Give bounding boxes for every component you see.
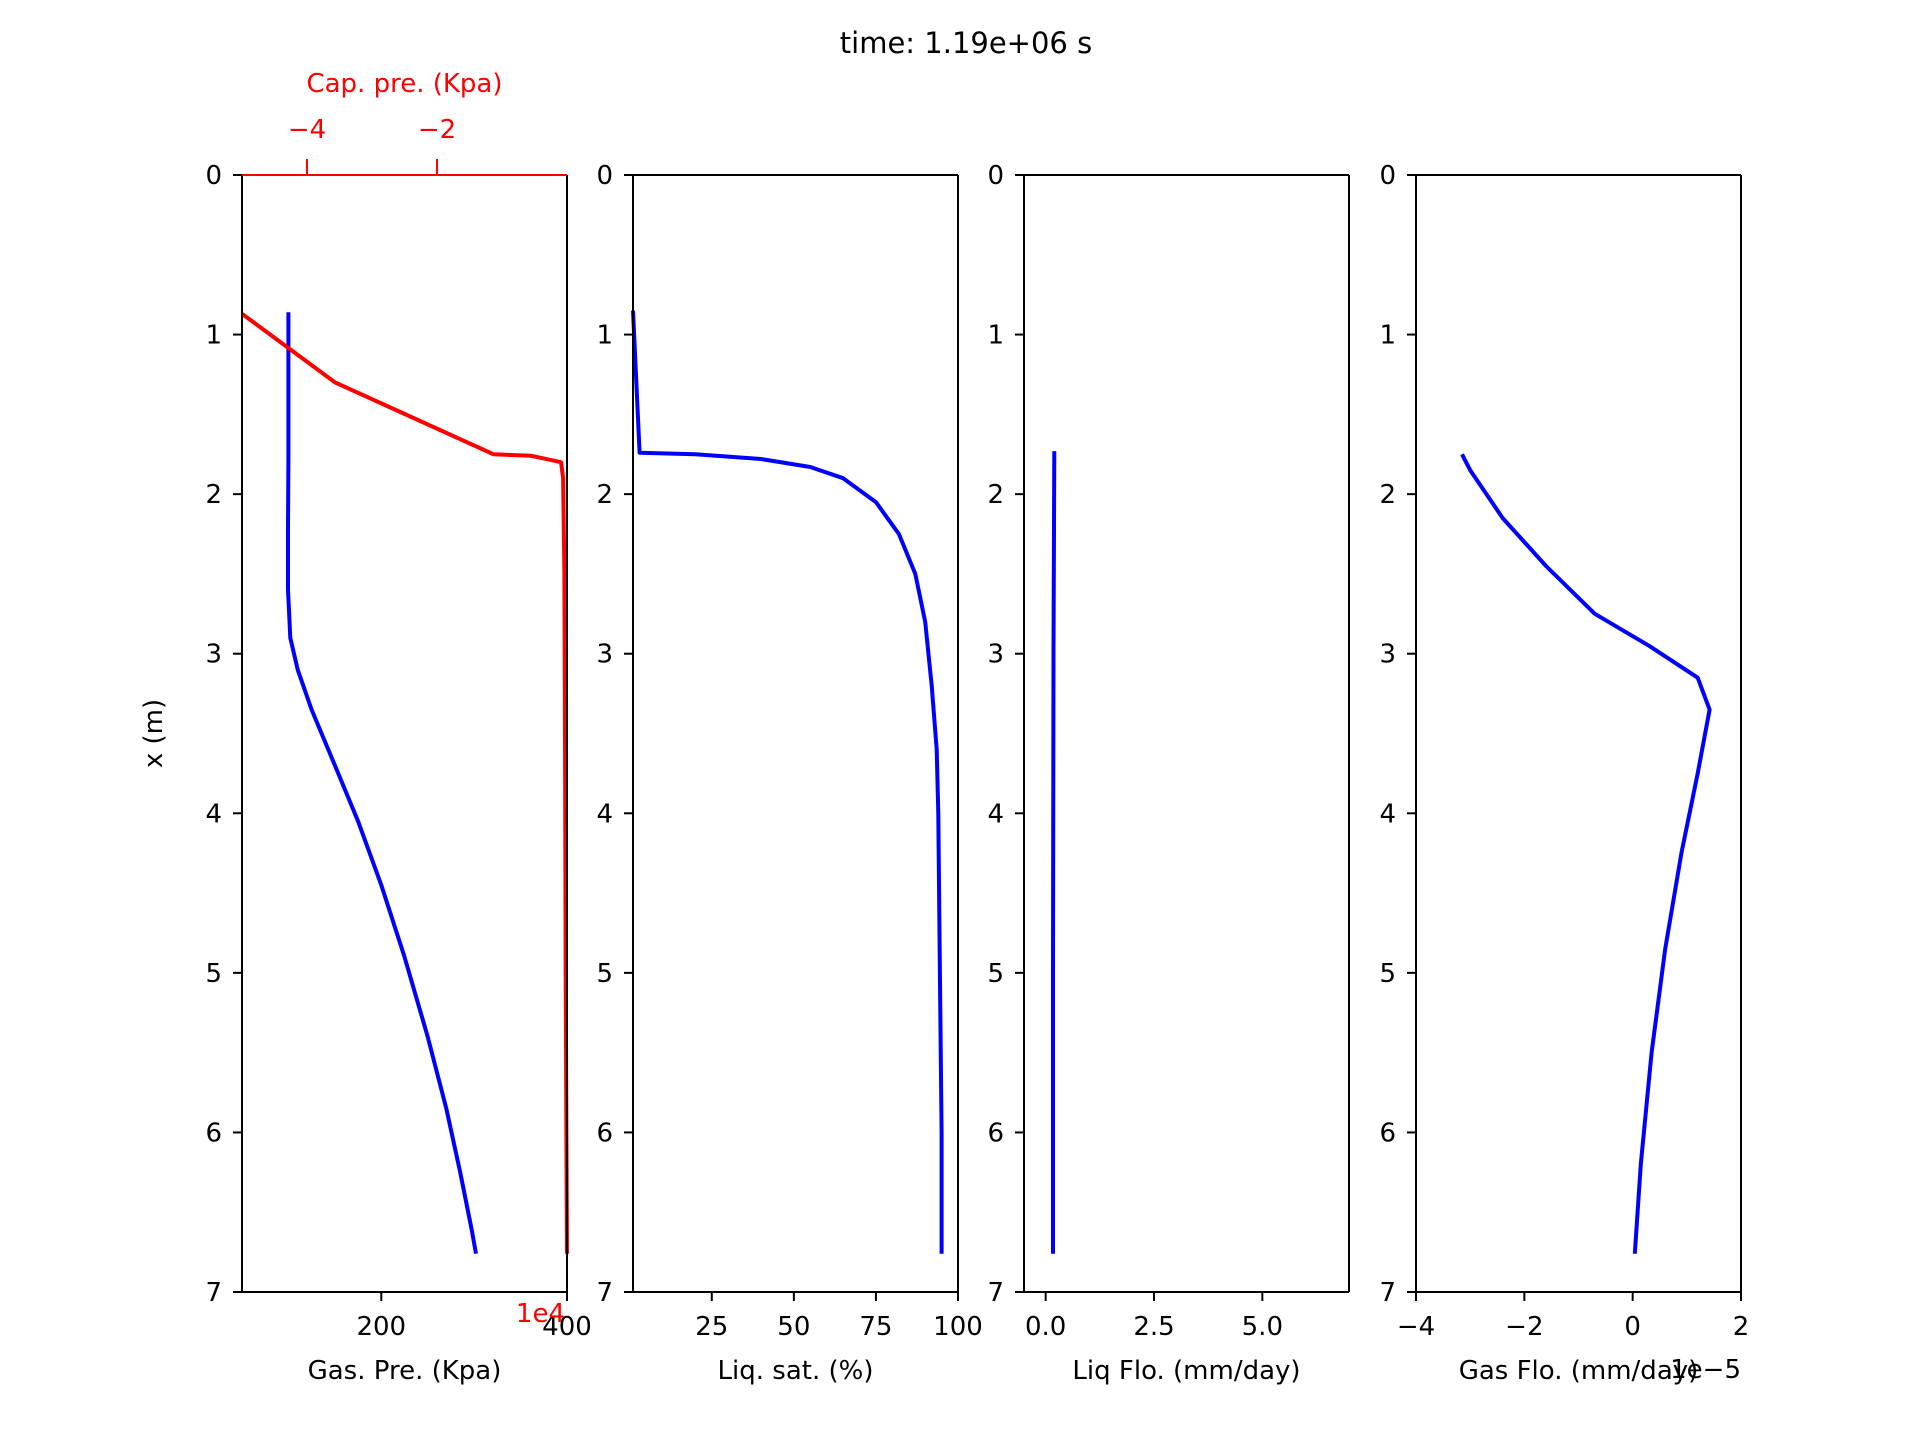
top-x-offset-label: 1e4 [516,1299,565,1329]
y-tick-label: 4 [596,799,613,829]
top-x-tick-label: −4 [288,115,326,145]
y-tick-label: 7 [1379,1278,1396,1308]
subplot-2: 0 1 2 3 4 5 6 7 25 50 75 100 Liq. sat. (%) [596,161,982,1386]
x-tick-label: 100 [933,1312,983,1342]
y-tick-label: 2 [596,480,613,510]
y-tick-label: 5 [987,959,1004,989]
y-tick-label: 4 [205,799,222,829]
x-tick-label: 2.5 [1133,1312,1174,1342]
y-tick-label: 6 [596,1118,613,1148]
x-tick-label: 400 [542,1312,592,1342]
y-axis-label: x (m) [139,699,169,768]
y-tick-label: 3 [987,640,1004,670]
y-tick-label: 7 [596,1278,613,1308]
subplot-4: 0 1 2 3 4 5 6 7−4 −2 0 2 Gas Flo. (mm/day)1e−5 [1379,161,1749,1386]
subplot-3: 0 1 2 3 4 5 6 7 0.0 2.5 5.0 Liq Flo. (mm/day) [987,161,1350,1386]
y-tick-label: 3 [1379,640,1396,670]
y-tick-label: 0 [596,161,613,191]
x-axis-label: Liq Flo. (mm/day) [1072,1356,1300,1386]
y-tick-label: 7 [987,1278,1004,1308]
subplot-1: 0 1 2 3 4 5 6 7 200 400 Gas. Pre. (Kpa) x (m) −4 −2 Ca… [139,69,592,1386]
y-tick-label: 6 [205,1118,222,1148]
series-line-1 [286,312,478,1255]
x-tick-label: −4 [1397,1312,1435,1342]
y-tick-label: 0 [987,161,1004,191]
y-tick-label: 0 [1379,161,1396,191]
x-tick-label: 5.0 [1242,1312,1283,1342]
y-tick-label: 3 [205,640,222,670]
x-axis-label: Liq. sat. (%) [718,1356,874,1386]
y-tick-label: 2 [205,480,222,510]
y-tick-label: 5 [205,959,222,989]
x-tick-label: 50 [777,1312,810,1342]
y-tick-label: 1 [1379,321,1396,351]
y-tick-label: 4 [1379,799,1396,829]
series-line-2 [240,312,569,1254]
x-tick-label: 200 [356,1312,406,1342]
x-tick-label: 0 [1624,1312,1641,1342]
y-tick-label: 3 [596,640,613,670]
y-tick-label: 5 [596,959,613,989]
y-tick-label: 7 [205,1278,222,1308]
x-offset-label: 1e−5 [1670,1355,1741,1385]
x-tick-label: 25 [695,1312,728,1342]
x-tick-label: 0.0 [1025,1312,1066,1342]
top-x-axis-label: Cap. pre. (Kpa) [306,69,502,99]
x-tick-label: −2 [1505,1312,1543,1342]
top-x-tick-label: −2 [418,115,456,145]
x-tick-label: 2 [1733,1312,1750,1342]
y-tick-label: 4 [987,799,1004,829]
y-tick-label: 1 [205,321,222,351]
figure-title: time: 1.19e+06 s [840,26,1092,60]
y-tick-label: 5 [1379,959,1396,989]
series-line-1 [1051,451,1057,1254]
y-tick-label: 1 [987,321,1004,351]
y-tick-label: 6 [1379,1118,1396,1148]
series-line-1 [1460,453,1712,1254]
x-axis-label: Gas Flo. (mm/day) [1459,1356,1699,1386]
y-tick-label: 6 [987,1118,1004,1148]
x-tick-label: 75 [859,1312,892,1342]
y-tick-label: 2 [1379,480,1396,510]
x-axis-label: Gas. Pre. (Kpa) [308,1356,502,1386]
y-tick-label: 2 [987,480,1004,510]
y-tick-label: 1 [596,321,613,351]
y-tick-label: 0 [205,161,222,191]
series-line-1 [631,310,944,1254]
